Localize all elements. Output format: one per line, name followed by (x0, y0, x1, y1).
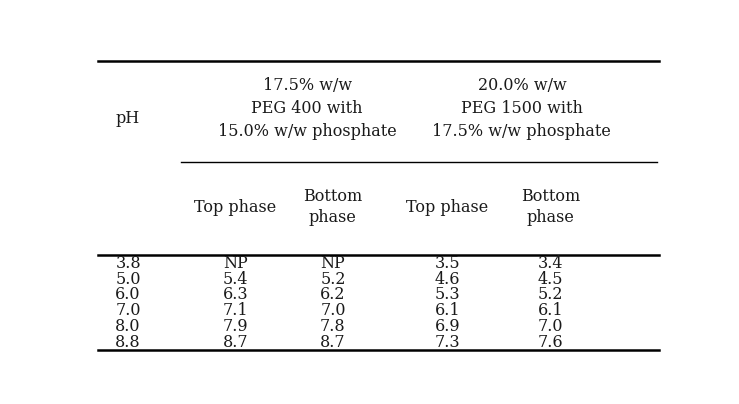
Text: 6.9: 6.9 (435, 318, 460, 335)
Text: Top phase: Top phase (194, 199, 276, 216)
Text: 7.1: 7.1 (222, 302, 248, 319)
Text: 5.3: 5.3 (435, 286, 460, 303)
Text: 20.0% w/w
PEG 1500 with
17.5% w/w phosphate: 20.0% w/w PEG 1500 with 17.5% w/w phosph… (432, 77, 611, 139)
Text: NP: NP (321, 255, 345, 272)
Text: 6.0: 6.0 (115, 286, 141, 303)
Text: 7.0: 7.0 (320, 302, 346, 319)
Text: 7.0: 7.0 (538, 318, 563, 335)
Text: 4.6: 4.6 (435, 271, 460, 288)
Text: 6.1: 6.1 (435, 302, 460, 319)
Text: 4.5: 4.5 (538, 271, 563, 288)
Text: 5.2: 5.2 (320, 271, 346, 288)
Text: 5.2: 5.2 (538, 286, 563, 303)
Text: 3.5: 3.5 (435, 255, 460, 272)
Text: 7.3: 7.3 (435, 334, 460, 351)
Text: 8.7: 8.7 (222, 334, 248, 351)
Text: pH: pH (115, 110, 140, 127)
Text: NP: NP (223, 255, 248, 272)
Text: 6.2: 6.2 (320, 286, 346, 303)
Text: Bottom
phase: Bottom phase (521, 188, 580, 226)
Text: 5.4: 5.4 (222, 271, 248, 288)
Text: 17.5% w/w
PEG 400 with
15.0% w/w phosphate: 17.5% w/w PEG 400 with 15.0% w/w phospha… (218, 77, 397, 139)
Text: 7.6: 7.6 (538, 334, 563, 351)
Text: 3.8: 3.8 (115, 255, 141, 272)
Text: 7.0: 7.0 (115, 302, 141, 319)
Text: Top phase: Top phase (406, 199, 488, 216)
Text: 7.8: 7.8 (320, 318, 346, 335)
Text: 8.7: 8.7 (320, 334, 346, 351)
Text: 7.9: 7.9 (222, 318, 248, 335)
Text: 8.8: 8.8 (115, 334, 141, 351)
Text: 5.0: 5.0 (115, 271, 141, 288)
Text: 3.4: 3.4 (538, 255, 563, 272)
Text: 6.3: 6.3 (222, 286, 248, 303)
Text: Bottom
phase: Bottom phase (303, 188, 363, 226)
Text: 8.0: 8.0 (115, 318, 141, 335)
Text: 6.1: 6.1 (538, 302, 563, 319)
